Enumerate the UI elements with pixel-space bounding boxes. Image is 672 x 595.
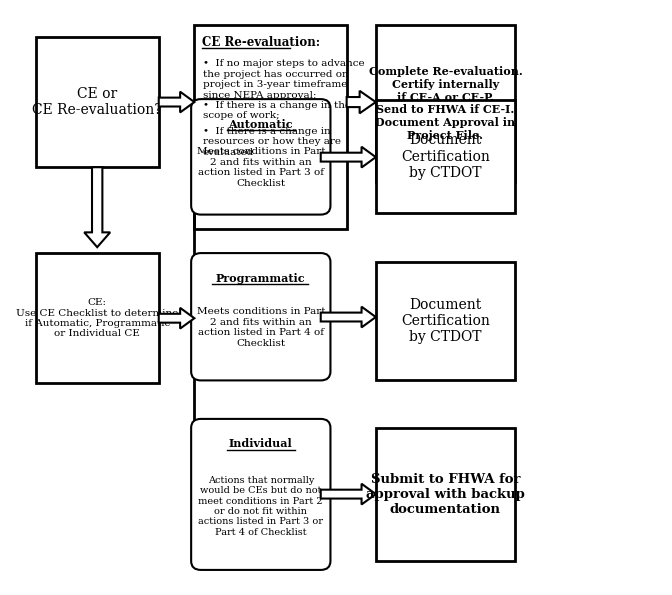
Text: Actions that normally
would be CEs but do not
meet conditions in Part 2
or do no: Actions that normally would be CEs but d… <box>198 476 323 537</box>
Text: CE:
Use CE Checklist to determine
if Automatic, Programmatic
or Individual CE: CE: Use CE Checklist to determine if Aut… <box>16 298 178 339</box>
Bar <box>376 101 515 213</box>
Bar <box>376 25 515 182</box>
FancyBboxPatch shape <box>191 99 331 215</box>
Bar <box>376 262 515 380</box>
Bar <box>376 428 515 561</box>
Text: Submit to FHWA for
approval with backup
documentation: Submit to FHWA for approval with backup … <box>366 473 525 516</box>
FancyBboxPatch shape <box>191 419 331 570</box>
Text: CE or
CE Re-evaluation?: CE or CE Re-evaluation? <box>32 87 162 117</box>
Text: •  If there is a change in the
scope of work;: • If there is a change in the scope of w… <box>203 101 351 120</box>
Polygon shape <box>159 308 194 328</box>
Text: Document
Certification
by CTDOT: Document Certification by CTDOT <box>401 298 490 345</box>
Polygon shape <box>159 92 194 112</box>
Polygon shape <box>84 167 110 247</box>
Bar <box>194 25 347 230</box>
Text: CE Re-evaluation:: CE Re-evaluation: <box>202 36 321 49</box>
Text: •  If no major steps to advance
the project has occurred on
project in 3-year ti: • If no major steps to advance the proje… <box>203 60 364 99</box>
Polygon shape <box>321 484 376 505</box>
Text: Automatic: Automatic <box>228 118 293 130</box>
FancyBboxPatch shape <box>191 253 331 380</box>
Bar <box>36 37 159 167</box>
Text: Document
Certification
by CTDOT: Document Certification by CTDOT <box>401 133 490 180</box>
Text: Meets conditions in Part
2 and fits within an
action listed in Part 3 of
Checkli: Meets conditions in Part 2 and fits with… <box>196 148 325 187</box>
Text: Individual: Individual <box>229 439 293 449</box>
Text: •  If there is a change in
resources or how they are
evaluated: • If there is a change in resources or h… <box>203 127 341 156</box>
Polygon shape <box>321 147 376 168</box>
Bar <box>36 253 159 383</box>
Text: Complete Re-evaluation.
Certify internally
if CE-A or CE-P.
Send to FHWA if CE-I: Complete Re-evaluation. Certify internal… <box>368 66 522 141</box>
Polygon shape <box>321 306 376 327</box>
Text: Programmatic: Programmatic <box>216 273 306 284</box>
Polygon shape <box>347 91 376 113</box>
Text: Meets conditions in Part
2 and fits within an
action listed in Part 4 of
Checkli: Meets conditions in Part 2 and fits with… <box>196 307 325 347</box>
